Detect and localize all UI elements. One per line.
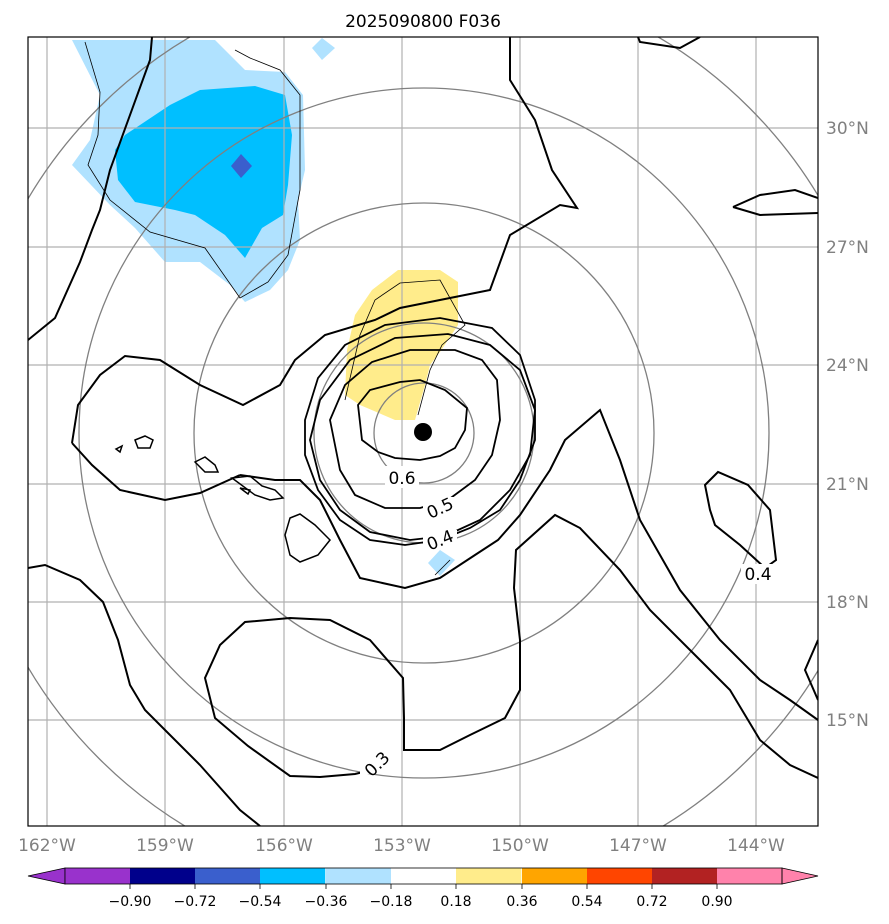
colorbar-extend-low [27, 867, 66, 885]
lat-label: 27°N [826, 238, 869, 258]
map-frame [27, 36, 819, 827]
lon-label: 150°W [491, 836, 549, 856]
lon-label: 147°W [609, 836, 667, 856]
storm-center-dot [414, 423, 432, 441]
colorbar-segment [652, 868, 718, 884]
colorbar: −0.90 −0.72 −0.54 −0.36 −0.18 0.18 0.36 … [27, 867, 819, 910]
contour-label-group: 0.6 0.5 0.4 0.4 0.3 [360, 466, 775, 781]
colorbar-tick-label: 0.18 [440, 894, 471, 910]
colorbar-segment [456, 868, 522, 884]
colorbar-segment [195, 868, 261, 884]
colorbar-tick-label: −0.90 [109, 894, 152, 910]
map-title: 2025090800 F036 [345, 12, 501, 32]
colorbar-segment [391, 868, 457, 884]
storm-contours [304, 317, 536, 546]
dark-blue-fill-north [231, 154, 252, 178]
lon-label: 144°W [727, 836, 785, 856]
colorbar-tick-label: −0.36 [305, 894, 348, 910]
thick-contours [28, 37, 818, 826]
colorbar-tick-label: 0.36 [506, 894, 537, 910]
contour-label-06: 0.6 [388, 469, 415, 489]
colorbar-segment [65, 868, 131, 884]
colorbar-tick-label: −0.54 [239, 894, 282, 910]
colorbar-tick-label: −0.72 [174, 894, 217, 910]
lat-label: 24°N [826, 356, 869, 376]
colorbar-segment [260, 868, 326, 884]
map-plot-area: 0.6 0.5 0.4 0.4 0.3 [28, 37, 818, 826]
latitude-labels: 30°N 27°N 24°N 21°N 18°N 15°N [826, 119, 869, 731]
lat-lon-grid [28, 37, 818, 826]
lat-label: 21°N [826, 475, 869, 495]
longitude-labels: 162°W 159°W 156°W 153°W 150°W 147°W 144°… [18, 836, 785, 856]
hawaii-islands [114, 435, 332, 563]
contour-label-04-east: 0.4 [744, 565, 771, 585]
colorbar-segment [717, 868, 783, 884]
lon-label: 153°W [373, 836, 431, 856]
light-blue-fill-south [428, 550, 455, 576]
colorbar-segment [326, 868, 392, 884]
colorbar-segment [522, 868, 588, 884]
lat-label: 18°N [826, 593, 869, 613]
colorbar-segment [587, 868, 653, 884]
colorbar-tick-label: 0.72 [636, 894, 667, 910]
range-rings [28, 37, 818, 826]
colorbar-tick-label: −0.18 [370, 894, 413, 910]
colorbar-tick-label: 0.90 [701, 894, 732, 910]
lat-label: 30°N [826, 119, 869, 139]
lat-label: 15°N [826, 711, 869, 731]
colorbar-extend-high [781, 867, 819, 885]
lon-label: 162°W [18, 836, 76, 856]
lon-label: 156°W [255, 836, 313, 856]
colorbar-segment [130, 868, 196, 884]
colorbar-tick-label: 0.54 [571, 894, 602, 910]
lon-label: 159°W [136, 836, 194, 856]
light-blue-fill-notch [312, 38, 335, 60]
blue-fill-north [115, 86, 292, 258]
